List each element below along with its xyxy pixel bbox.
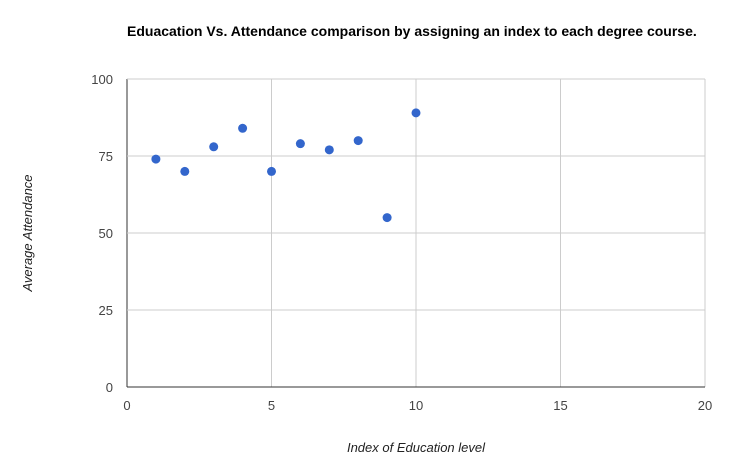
y-tick-label: 75 [99,149,113,164]
data-point [324,145,334,155]
data-point [353,136,363,146]
x-tick-label: 5 [268,398,275,413]
x-tick-label: 10 [409,398,423,413]
y-tick-label: 100 [91,72,113,87]
data-point [382,213,392,223]
data-point [411,108,421,118]
chart-title: Eduacation Vs. Attendance comparison by … [127,23,697,39]
x-tick-label: 0 [123,398,130,413]
grid-lines [126,78,706,388]
y-tick-label: 25 [99,303,113,318]
data-point [238,123,248,133]
tick-labels: 0 5 10 15 20 0 25 50 75 100 [91,72,712,413]
data-point [151,154,161,164]
x-axis-label: Index of Education level [347,440,486,455]
y-tick-label: 50 [99,226,113,241]
x-tick-label: 15 [553,398,567,413]
data-points [151,108,421,223]
y-axis-label: Average Attendance [20,174,35,292]
data-point [209,142,219,152]
y-tick-label: 0 [106,380,113,395]
data-point [180,166,190,176]
x-tick-label: 20 [698,398,712,413]
data-point [267,166,276,176]
data-point [295,139,305,149]
